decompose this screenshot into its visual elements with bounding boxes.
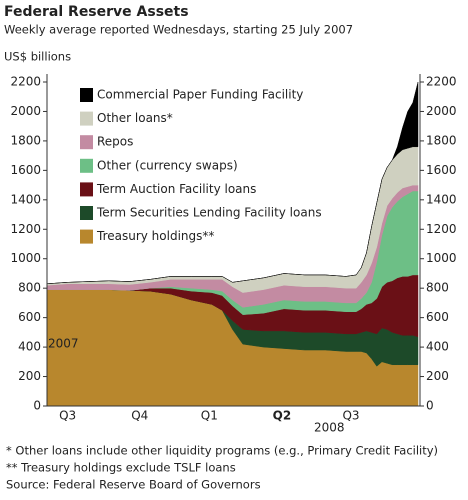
y-tick-label: 400 [18,340,41,354]
y-tick-label: 0 [33,399,41,413]
area [46,184,419,308]
y-tick-label: 1800 [426,133,457,147]
legend-label: Other (currency swaps) [97,158,238,172]
y-tick-label: 2000 [426,104,457,118]
y-tick-label: 1400 [10,192,41,206]
y-tick-label: 600 [426,310,449,324]
y-tick-label: 800 [426,281,449,295]
y-tick-label: 0 [426,399,434,413]
y-tick-label: 400 [426,340,449,354]
y-tick-label: 2200 [426,75,457,89]
y-tick-label: 1200 [426,222,457,236]
x-tick-label: Q2 [273,409,292,423]
y-tick-label: 200 [426,369,449,383]
legend-swatch [80,158,93,173]
x-tick-label: Q4 [131,409,148,423]
y-tick-label: 1600 [426,163,457,177]
y-axis-label: US$ billions [4,50,71,64]
year-label: 2008 [314,421,345,435]
y-tick-label: 1200 [10,222,41,236]
legend-swatch [80,88,93,102]
legend-label: Term Auction Facility loans [96,182,256,196]
x-tick-label: Q3 [342,409,359,423]
y-tick-label: 600 [18,310,41,324]
y-tick-label: 1800 [10,133,41,147]
legend-label: Term Securities Lending Facility loans [96,206,322,220]
x-tick-label: Q1 [201,409,218,423]
x-tick-label: Q3 [59,409,76,423]
y-tick-label: 2200 [10,75,41,89]
y-tick-label: 200 [18,369,41,383]
y-tick-label: 2000 [10,104,41,118]
legend-swatch [80,135,93,150]
footnote: ** Treasury holdings exclude TSLF loans [6,461,236,475]
legend-label: Repos [97,135,133,149]
legend-label: Treasury holdings** [96,229,214,243]
legend-label: Other loans* [97,111,173,125]
y-tick-label: 1600 [10,163,41,177]
y-tick-label: 1400 [426,192,457,206]
legend-swatch [80,206,93,220]
y-tick-label: 1000 [10,251,41,265]
chart-subtitle: Weekly average reported Wednesdays, star… [4,23,353,37]
legend-swatch [80,111,93,126]
year-label: 2007 [48,337,79,351]
footnote: * Other loans include other liquidity pr… [6,444,438,458]
legend-swatch [80,182,93,197]
footnote: Source: Federal Reserve Board of Governo… [6,478,261,492]
y-tick-label: 800 [18,281,41,295]
y-tick-label: 1000 [426,251,457,265]
legend-label: Commercial Paper Funding Facility [97,88,303,102]
chart-title: Federal Reserve Assets [4,4,189,20]
area [46,81,419,285]
legend-swatch [80,229,93,244]
